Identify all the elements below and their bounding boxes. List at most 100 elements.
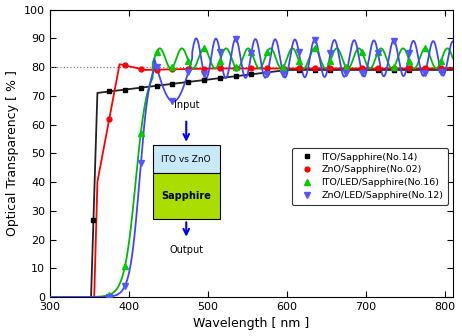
- ITO/LED/Sapphire(No.16): [106, 293, 112, 297]
- Text: Output: Output: [169, 245, 203, 255]
- ITO/Sapphire(No.14): [280, 69, 286, 73]
- ZnO/Sapphire(No.02): [249, 67, 254, 71]
- ZnO/Sapphire(No.02): [154, 68, 159, 72]
- ITO/Sapphire(No.14): [438, 68, 444, 72]
- ITO/LED/Sapphire(No.16): [138, 131, 144, 135]
- ITO/LED/Sapphire(No.16): [264, 50, 270, 54]
- Line: ITO/Sapphire(No.14): ITO/Sapphire(No.14): [91, 68, 444, 223]
- ZnO/Sapphire(No.02): [391, 67, 396, 71]
- ZnO/LED/Sapphire(No.12): [138, 161, 144, 165]
- ITO/LED/Sapphire(No.16): [217, 59, 223, 63]
- Y-axis label: Optical Transparency [ % ]: Optical Transparency [ % ]: [6, 70, 18, 236]
- ITO/LED/Sapphire(No.16): [438, 59, 444, 63]
- ITO/LED/Sapphire(No.16): [122, 264, 128, 268]
- ZnO/LED/Sapphire(No.12): [106, 295, 112, 299]
- ZnO/LED/Sapphire(No.12): [391, 39, 396, 43]
- ITO/Sapphire(No.14): [375, 68, 381, 72]
- ITO/Sapphire(No.14): [296, 68, 302, 72]
- ZnO/LED/Sapphire(No.12): [422, 71, 428, 75]
- ITO/Sapphire(No.14): [233, 74, 238, 78]
- ZnO/Sapphire(No.02): [217, 67, 223, 71]
- ZnO/Sapphire(No.02): [138, 67, 144, 71]
- ITO/LED/Sapphire(No.16): [280, 66, 286, 70]
- ITO/Sapphire(No.14): [201, 78, 207, 82]
- ITO/LED/Sapphire(No.16): [296, 59, 302, 63]
- ZnO/Sapphire(No.02): [280, 67, 286, 71]
- ITO/Sapphire(No.14): [170, 82, 175, 86]
- ITO/Sapphire(No.14): [264, 70, 270, 74]
- ITO/Sapphire(No.14): [106, 89, 112, 93]
- ZnO/Sapphire(No.02): [264, 67, 270, 71]
- ZnO/Sapphire(No.02): [122, 64, 128, 68]
- ZnO/Sapphire(No.02): [328, 67, 333, 71]
- ITO/Sapphire(No.14): [343, 68, 349, 72]
- ZnO/LED/Sapphire(No.12): [296, 50, 302, 54]
- ZnO/LED/Sapphire(No.12): [170, 99, 175, 103]
- ZnO/Sapphire(No.02): [185, 67, 191, 71]
- ITO/LED/Sapphire(No.16): [391, 66, 396, 70]
- Text: Input: Input: [174, 100, 199, 110]
- ITO/Sapphire(No.14): [312, 68, 317, 72]
- Line: ZnO/LED/Sapphire(No.12): ZnO/LED/Sapphire(No.12): [106, 36, 444, 299]
- ZnO/LED/Sapphire(No.12): [264, 72, 270, 76]
- ITO/Sapphire(No.14): [249, 72, 254, 76]
- ZnO/LED/Sapphire(No.12): [328, 51, 333, 55]
- ZnO/Sapphire(No.02): [312, 67, 317, 71]
- ITO/LED/Sapphire(No.16): [328, 59, 333, 63]
- Legend: ITO/Sapphire(No.14), ZnO/Sapphire(No.02), ITO/LED/Sapphire(No.16), ZnO/LED/Sapph: ITO/Sapphire(No.14), ZnO/Sapphire(No.02)…: [292, 148, 448, 205]
- ITO/Sapphire(No.14): [407, 68, 412, 72]
- ITO/LED/Sapphire(No.16): [407, 59, 412, 63]
- ITO/LED/Sapphire(No.16): [249, 50, 254, 54]
- ITO/LED/Sapphire(No.16): [154, 50, 159, 54]
- ITO/Sapphire(No.14): [138, 86, 144, 90]
- ZnO/Sapphire(No.02): [359, 67, 365, 71]
- ZnO/Sapphire(No.02): [438, 67, 444, 71]
- ZnO/LED/Sapphire(No.12): [359, 71, 365, 75]
- ITO/LED/Sapphire(No.16): [422, 46, 428, 50]
- ITO/Sapphire(No.14): [391, 68, 396, 72]
- ITO/LED/Sapphire(No.16): [343, 66, 349, 70]
- ZnO/Sapphire(No.02): [201, 67, 207, 71]
- ZnO/Sapphire(No.02): [375, 67, 381, 71]
- ITO/Sapphire(No.14): [422, 68, 428, 72]
- ITO/LED/Sapphire(No.16): [312, 46, 317, 50]
- Line: ZnO/Sapphire(No.02): ZnO/Sapphire(No.02): [107, 63, 444, 121]
- ZnO/LED/Sapphire(No.12): [249, 51, 254, 55]
- ZnO/LED/Sapphire(No.12): [233, 37, 238, 41]
- ZnO/LED/Sapphire(No.12): [280, 72, 286, 76]
- ITO/LED/Sapphire(No.16): [359, 50, 365, 54]
- ITO/LED/Sapphire(No.16): [375, 50, 381, 54]
- ITO/LED/Sapphire(No.16): [170, 66, 175, 70]
- ITO/Sapphire(No.14): [185, 80, 191, 84]
- ZnO/Sapphire(No.02): [170, 67, 175, 71]
- ITO/LED/Sapphire(No.16): [185, 59, 191, 63]
- ZnO/LED/Sapphire(No.12): [438, 70, 444, 74]
- ZnO/LED/Sapphire(No.12): [407, 51, 412, 55]
- ITO/Sapphire(No.14): [328, 68, 333, 72]
- ITO/Sapphire(No.14): [217, 76, 223, 80]
- ITO/Sapphire(No.14): [154, 84, 159, 88]
- ZnO/Sapphire(No.02): [422, 67, 428, 71]
- ZnO/Sapphire(No.02): [343, 67, 349, 71]
- X-axis label: Wavelength [ nm ]: Wavelength [ nm ]: [193, 318, 310, 330]
- Bar: [152, 173, 220, 219]
- ITO/LED/Sapphire(No.16): [201, 46, 207, 50]
- ITO/Sapphire(No.14): [359, 68, 365, 72]
- Bar: [152, 145, 220, 173]
- ZnO/Sapphire(No.02): [233, 67, 238, 71]
- ZnO/Sapphire(No.02): [296, 67, 302, 71]
- ZnO/LED/Sapphire(No.12): [185, 70, 191, 74]
- ZnO/Sapphire(No.02): [106, 117, 112, 121]
- ZnO/LED/Sapphire(No.12): [312, 38, 317, 42]
- ITO/LED/Sapphire(No.16): [233, 66, 238, 70]
- ZnO/LED/Sapphire(No.12): [343, 71, 349, 75]
- ITO/Sapphire(No.14): [122, 88, 128, 92]
- ZnO/LED/Sapphire(No.12): [217, 50, 223, 54]
- Text: ITO vs ZnO: ITO vs ZnO: [161, 155, 211, 164]
- ZnO/LED/Sapphire(No.12): [154, 65, 159, 69]
- ZnO/LED/Sapphire(No.12): [201, 72, 207, 76]
- ZnO/Sapphire(No.02): [407, 67, 412, 71]
- ZnO/LED/Sapphire(No.12): [122, 284, 128, 288]
- ZnO/LED/Sapphire(No.12): [375, 51, 381, 55]
- Line: ITO/LED/Sapphire(No.16): ITO/LED/Sapphire(No.16): [106, 46, 444, 298]
